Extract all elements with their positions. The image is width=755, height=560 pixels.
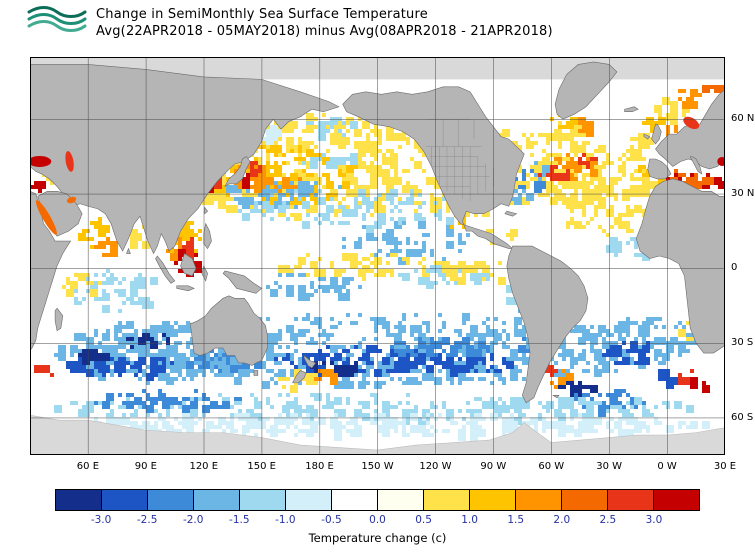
colorbar-value-label: -1.5 <box>229 514 250 526</box>
lon-tick-label: 150 E <box>247 461 276 472</box>
colorbar-caption: Temperature change (c) <box>308 531 447 545</box>
colorbar-segment <box>378 490 424 510</box>
colorbar-value-label: 0.0 <box>369 514 386 526</box>
colorbar-segment <box>56 490 102 510</box>
colorbar-segment <box>240 490 286 510</box>
colorbar-value-label: -1.0 <box>275 514 296 526</box>
chart-title-line1: Change in SemiMonthly Sea Surface Temper… <box>96 7 428 22</box>
lat-tick-label: 60 S <box>731 411 754 423</box>
logo-wave-3 <box>27 20 87 32</box>
lon-tick-label: 180 E <box>305 461 334 472</box>
colorbar-value-label: 0.5 <box>415 514 432 526</box>
colorbar-segment <box>194 490 240 510</box>
lon-tick-label: 90 W <box>480 461 507 472</box>
colorbar-value-label: 1.5 <box>507 514 525 526</box>
colorbar-segment <box>654 490 699 510</box>
map-canvas <box>30 57 725 455</box>
lat-tick-label: 0 <box>731 262 738 274</box>
colorbar-segment <box>562 490 608 510</box>
lon-tick-label: 120 E <box>189 461 219 472</box>
colorbar-value-label: 1.0 <box>461 514 478 526</box>
lon-tick-label: 150 W <box>361 461 394 472</box>
lat-tick-label: 60 N <box>731 113 755 125</box>
agency-wave-logo <box>27 6 87 32</box>
lat-tick-label: 30 N <box>731 187 755 199</box>
chart-title-line2: Avg(22APR2018 - 05MAY2018) minus Avg(08A… <box>96 24 553 39</box>
colorbar-value-label: -2.0 <box>182 514 204 526</box>
colorbar-segment <box>424 490 470 510</box>
colorbar-value-labels: -3.0 -2.5 -2.0 -1.5 -1.0 -0.5 0.0 0.5 1.0 1.5 2.0 2… <box>55 514 700 528</box>
colorbar-value-label: -2.5 <box>136 514 158 526</box>
colorbar-segment <box>608 490 654 510</box>
colorbar-segment <box>516 490 562 510</box>
colorbar-segment <box>102 490 148 510</box>
colorbar-value-label: -3.0 <box>90 514 112 526</box>
lon-tick-label: 60 E <box>76 461 100 472</box>
lon-tick-label: 30 E <box>713 461 737 472</box>
colorbar-segment <box>286 490 332 510</box>
lon-tick-label: 90 E <box>134 461 157 472</box>
colorbar-value-label: -0.5 <box>321 514 342 526</box>
lat-tick-label: 30 S <box>731 337 754 349</box>
colorbar-segment <box>470 490 516 510</box>
colorbar-value-label: 2.0 <box>553 514 571 526</box>
logo-wave-1 <box>27 6 87 18</box>
world-sst-map <box>30 57 725 455</box>
lon-tick-label: 30 W <box>596 461 623 472</box>
colorbar-segment <box>148 490 194 510</box>
chart-titles: Change in SemiMonthly Sea Surface Temper… <box>96 6 553 40</box>
lon-tick-label: 120 W <box>419 461 452 472</box>
colorbar <box>55 489 700 511</box>
lon-tick-label: 60 W <box>538 461 565 472</box>
logo-wave-2 <box>27 13 87 25</box>
lon-tick-label: 0 W <box>657 461 677 472</box>
colorbar-value-label: 3.0 <box>645 514 663 526</box>
colorbar-value-label: 2.5 <box>599 514 617 526</box>
colorbar-segment <box>332 490 378 510</box>
